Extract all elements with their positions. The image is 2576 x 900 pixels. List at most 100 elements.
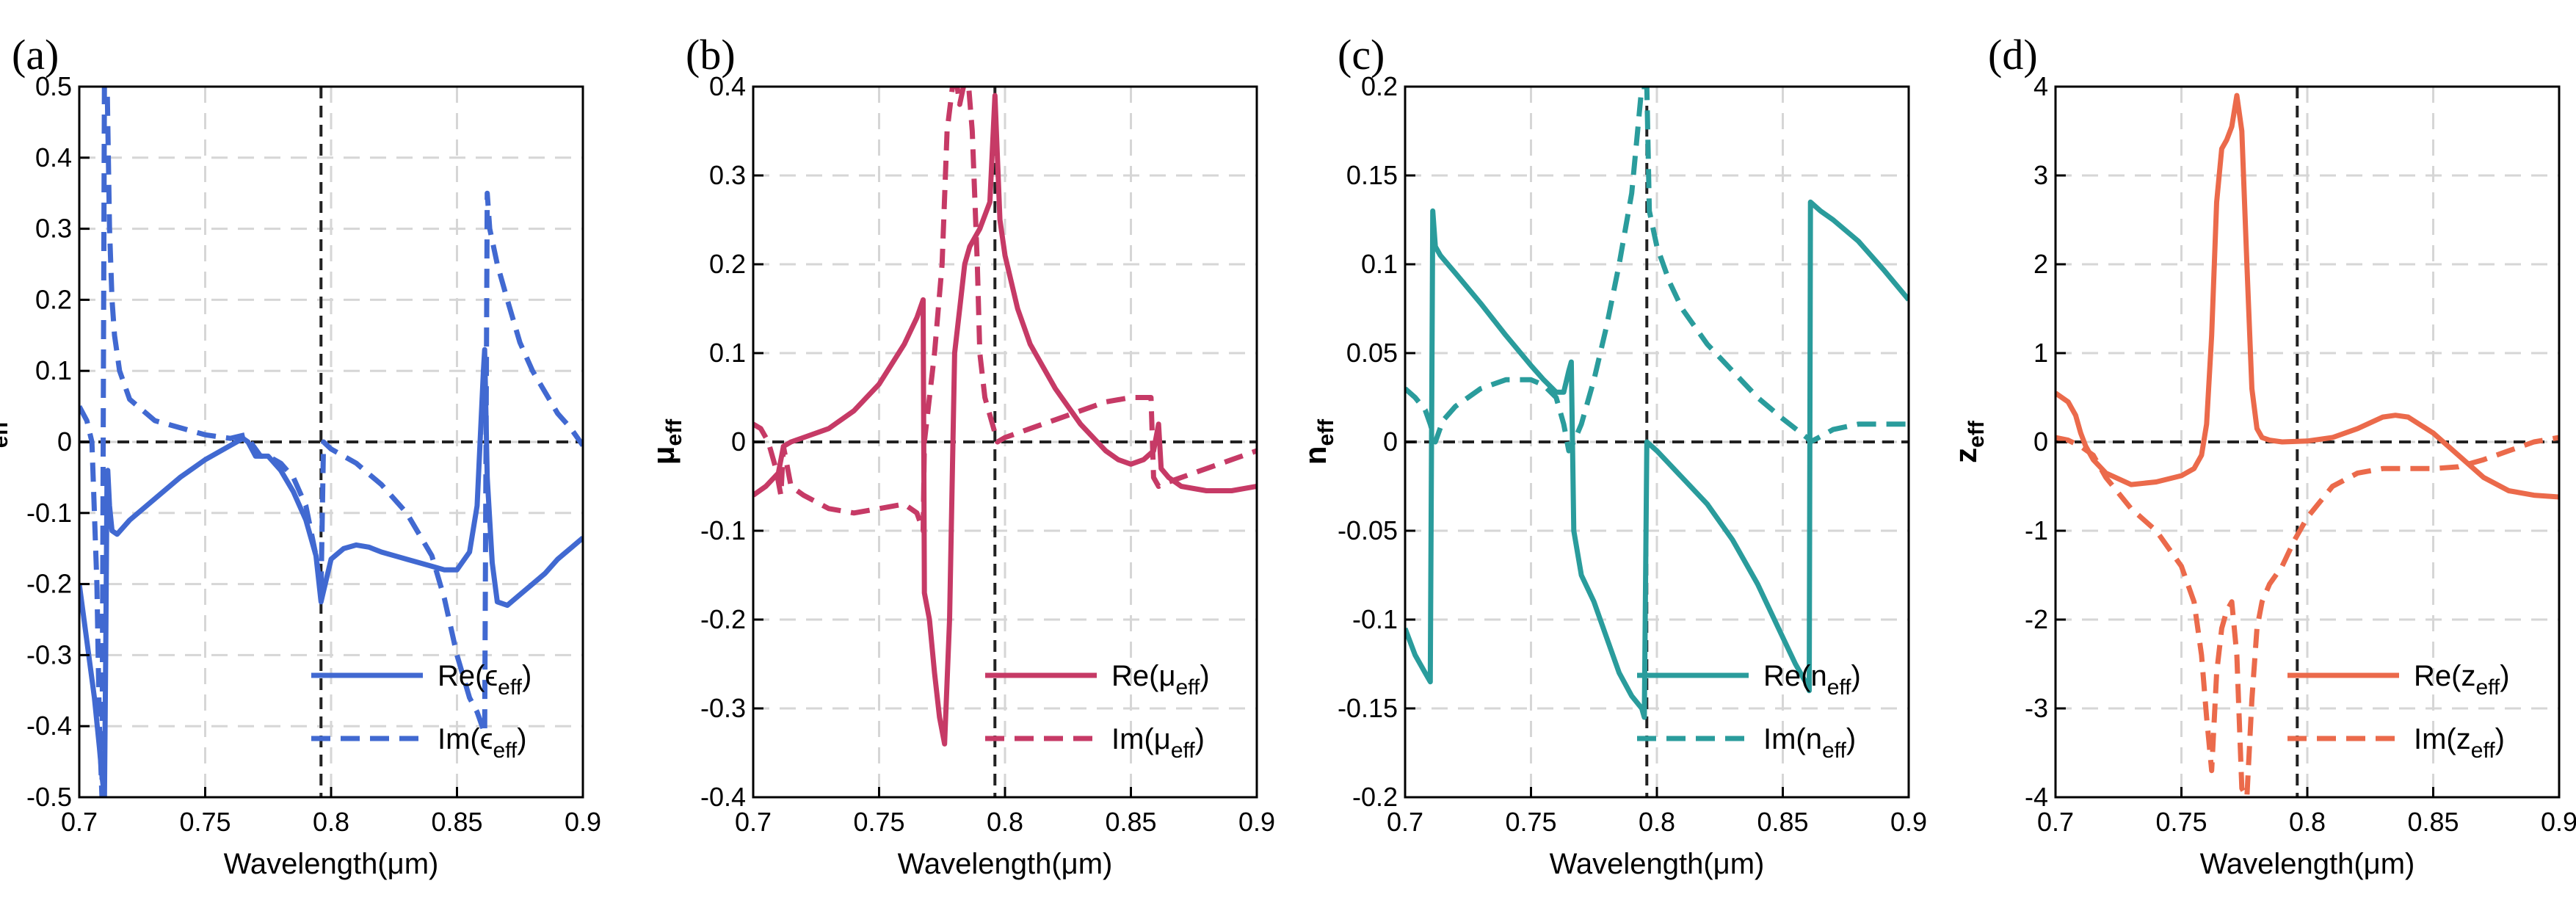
panel-4: (d) 0.7 0.75 0.8 0.85 0.9 -4 -3 -2 -1 0 1 2 3 4 Wavelen… (1948, 31, 2576, 880)
y-tick-label: -0.15 (1338, 693, 1398, 723)
y-tick-label: 0.2 (35, 284, 72, 314)
y-axis-label-main: μ (646, 446, 681, 465)
x-tick-label: 0.75 (2155, 807, 2207, 837)
legend-label-sub: eff (2471, 738, 2495, 763)
y-tick-label: 0.2 (1361, 71, 1398, 101)
panel-label: (b) (686, 31, 736, 79)
legend-label-close: ) (1846, 723, 1856, 755)
legend-label: Im(zeff) (2414, 723, 2505, 763)
y-tick-label: 0.5 (35, 71, 72, 101)
y-axis-label: zeff (1948, 420, 1989, 463)
x-tick-label: 0.8 (2289, 807, 2326, 837)
legend-label-main: Im(z (2414, 723, 2471, 755)
y-axis-label-main: z (1948, 448, 1983, 463)
legend-label: Re(zeff) (2414, 660, 2510, 700)
data-layer (753, 87, 1257, 797)
legend-label-close: ) (1851, 660, 1861, 692)
x-tick-label: 0.75 (1505, 807, 1556, 837)
panel-label: (a) (12, 31, 59, 79)
data-layer (1405, 87, 1909, 797)
x-tick-label: 0.9 (1890, 807, 1927, 837)
legend-label-sub: eff (1176, 675, 1200, 700)
panel-1: (a) 0.7 0.75 0.8 0.85 0.9 -0.5 -0.4 -0.3 -0.2 -0.1… (0, 31, 601, 880)
y-tick-label: 2 (2033, 249, 2048, 279)
y-tick-label: 4 (2033, 71, 2048, 101)
series-line-real (1405, 199, 1909, 720)
y-tick-label: 0.2 (709, 249, 746, 279)
y-tick-label: -0.2 (700, 604, 746, 634)
series-line-imaginary (1405, 87, 1909, 454)
legend-label-main: Im(n (1763, 723, 1822, 755)
y-axis-label: μeff (646, 418, 686, 465)
x-tick-label: 0.8 (987, 807, 1023, 837)
y-axis-label: ϵeff (0, 421, 12, 463)
legend-label-main: Re(n (1763, 660, 1827, 692)
x-tick-label: 0.85 (1105, 807, 1156, 837)
legend-label-main: Re(ϵ (438, 660, 498, 692)
legend-label-close: ) (522, 660, 531, 692)
legend-label: Re(μeff) (1111, 660, 1210, 700)
y-tick-label: 0.1 (1361, 249, 1398, 279)
legend: Re(μeff)Im(μeff) (985, 660, 1210, 763)
x-tick-label: 0.85 (2407, 807, 2459, 837)
y-tick-label: -0.1 (1352, 604, 1398, 634)
data-layer (2056, 87, 2559, 797)
y-tick-label: 0.3 (35, 214, 72, 244)
y-axis-label-main: ϵ (0, 448, 7, 462)
y-tick-label: 0.4 (35, 142, 72, 173)
legend-label: Re(ϵeff) (438, 660, 531, 700)
y-axis-label-sub: eff (1314, 418, 1338, 446)
x-tick-label: 0.85 (1757, 807, 1808, 837)
y-tick-label: 0 (57, 427, 72, 457)
panel-label: (d) (1988, 31, 2038, 79)
x-tick-label: 0.7 (2037, 807, 2074, 837)
y-tick-label: 0.15 (1346, 160, 1398, 190)
y-tick-label: -4 (2025, 782, 2048, 812)
y-tick-label: -0.05 (1338, 515, 1398, 545)
legend-label-main: Re(z (2414, 660, 2475, 692)
y-axis-label-sub: eff (662, 418, 686, 446)
legend-label-main: Re(μ (1111, 660, 1176, 692)
y-tick-label: -0.4 (26, 711, 72, 741)
legend-label: Re(neff) (1763, 660, 1861, 700)
x-tick-label: 0.7 (61, 807, 98, 837)
y-axis-label-main: n (1298, 446, 1332, 465)
legend-label-main: Im(ϵ (438, 723, 493, 755)
legend-label-close: ) (1195, 723, 1205, 755)
x-tick-label: 0.75 (853, 807, 904, 837)
x-tick-label: 0.75 (179, 807, 231, 837)
legend: Re(neff) Im(neff) (1637, 660, 1861, 763)
x-tick-label: 0.9 (565, 807, 601, 837)
legend-label-close: ) (517, 723, 526, 755)
legend-label: Im(μeff) (1111, 723, 1205, 763)
y-tick-label: 0 (1383, 427, 1398, 457)
y-tick-label: 0 (2033, 427, 2048, 457)
y-tick-label: -0.3 (26, 639, 72, 669)
y-tick-label: 3 (2033, 160, 2048, 190)
data-layer (79, 87, 583, 797)
y-axis-label: neff (1298, 418, 1338, 465)
y-tick-label: 0.05 (1346, 338, 1398, 368)
y-tick-label: 0.3 (709, 160, 746, 190)
x-tick-label: 0.85 (431, 807, 482, 837)
x-axis-label: Wavelength(μm) (898, 848, 1113, 880)
y-axis-label-sub: eff (0, 421, 12, 449)
legend: Re(ϵeff)Im(ϵeff) (311, 660, 531, 763)
legend-label-close: ) (2500, 660, 2509, 692)
y-tick-label: -0.1 (700, 515, 746, 545)
y-tick-label: -0.4 (700, 782, 746, 812)
legend-label-sub: eff (1827, 675, 1851, 700)
x-tick-label: 0.7 (735, 807, 772, 837)
panel-3: (c) 0.7 0.75 0.8 0.85 0.9 -0.2 -0.15 -0.1 -0.05 0 0… (1298, 31, 1927, 880)
y-tick-label: -3 (2025, 693, 2048, 723)
y-tick-label: 0.1 (35, 355, 72, 385)
y-tick-label: -0.2 (26, 569, 72, 599)
x-tick-label: 0.9 (1238, 807, 1275, 837)
series-line-imaginary (79, 87, 583, 797)
legend-label-sub: eff (2475, 675, 2500, 700)
legend: Re(zeff)Im(zeff) (2287, 660, 2510, 763)
legend-label-close: ) (1200, 660, 1209, 692)
x-tick-label: 0.8 (313, 807, 349, 837)
y-tick-label: -1 (2025, 515, 2048, 545)
